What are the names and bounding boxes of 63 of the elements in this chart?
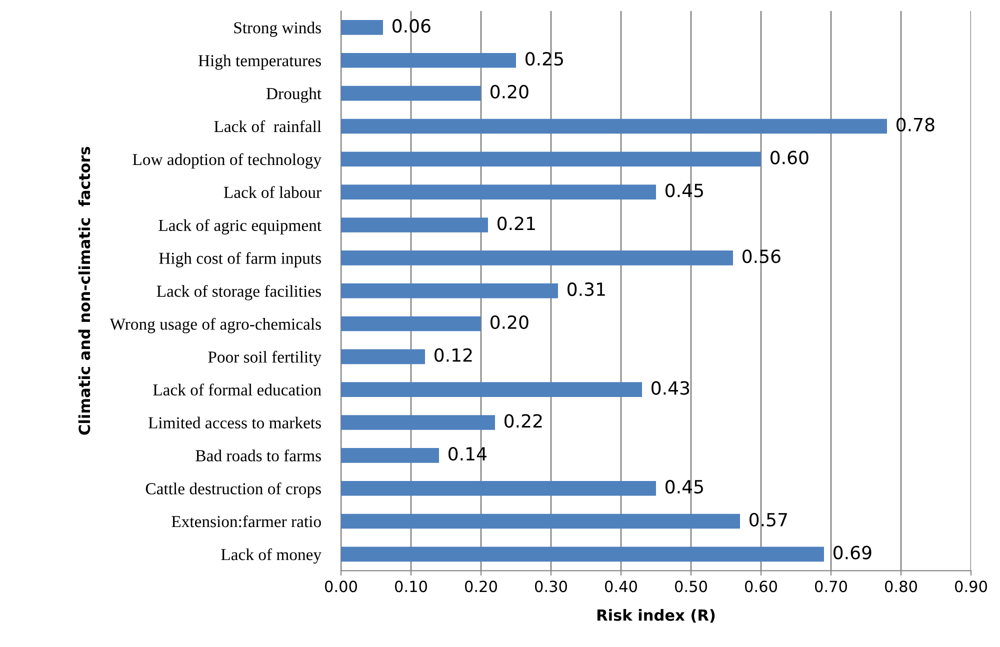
data-label: 0.25 — [526, 52, 563, 66]
y-tick-label: Bad roads to farms — [196, 449, 321, 462]
data-label: 0.57 — [750, 512, 787, 527]
y-tick-label: Extension:farmer ratio — [172, 515, 321, 528]
x-tick-label: 0.90 — [955, 580, 987, 592]
data-label: 0.43 — [652, 381, 690, 395]
data-label: 0.45 — [666, 480, 703, 494]
x-tick-label: 0.50 — [675, 580, 707, 592]
x-axis-title: Risk index (R) — [597, 609, 715, 623]
bar — [341, 448, 439, 463]
y-tick-label: Drought — [266, 88, 322, 103]
data-label: 0.22 — [504, 414, 542, 428]
bar — [341, 316, 481, 332]
x-tick-label: 0.40 — [605, 580, 637, 592]
y-tick-label: Lack of money — [221, 548, 322, 564]
data-label: 0.69 — [834, 546, 872, 560]
x-tick-label: 0.10 — [395, 580, 427, 592]
bar — [341, 250, 733, 266]
y-axis-title: Climatic and non-climatic factors — [78, 146, 90, 435]
bar — [341, 283, 558, 298]
y-tick-label: Lack of storage facilities — [156, 284, 321, 300]
data-label: 0.45 — [666, 184, 703, 198]
data-label: 0.06 — [392, 19, 430, 33]
y-tick-label: Cattle destruction of crops — [146, 482, 321, 498]
bar — [341, 480, 656, 496]
bar — [341, 514, 740, 529]
x-tick-label: 0.60 — [745, 580, 777, 592]
bar — [341, 349, 425, 364]
data-label: 0.56 — [742, 249, 780, 264]
y-tick-label: Low adoption of technology — [132, 153, 322, 169]
bar — [341, 546, 824, 562]
x-tick-label: 0.20 — [465, 580, 497, 592]
bar — [341, 184, 656, 200]
bar — [341, 52, 516, 68]
data-label: 0.78 — [896, 118, 934, 132]
data-label: 0.31 — [568, 282, 605, 296]
bar — [341, 382, 642, 397]
y-tick-label: High temperatures — [198, 54, 321, 70]
y-tick-label: Strong winds — [234, 22, 321, 37]
bar — [341, 152, 761, 167]
x-tick-label: 0.70 — [815, 580, 847, 592]
bar — [341, 118, 887, 134]
y-tick-label: Lack of formal education — [153, 384, 322, 396]
bar — [341, 218, 488, 232]
data-label: 0.14 — [448, 447, 487, 461]
bar — [341, 86, 481, 101]
x-tick-label: 0.30 — [535, 580, 567, 592]
data-label: 0.60 — [770, 150, 808, 164]
x-tick-label: 0.00 — [325, 580, 357, 592]
x-tick-label: 0.80 — [885, 580, 917, 592]
y-tick-label: Poor soil fertility — [208, 350, 322, 366]
data-label: 0.21 — [498, 216, 535, 230]
y-tick-label: Lack of agric equipment — [158, 219, 322, 234]
data-label: 0.20 — [490, 315, 528, 329]
data-label: 0.12 — [434, 348, 472, 362]
bar — [341, 415, 495, 430]
y-tick-label: Wrong usage of agro-chemicals — [110, 318, 321, 334]
bar — [341, 20, 383, 35]
y-tick-label: Limited access to markets — [148, 416, 321, 428]
y-tick-label: High cost of farm inputs — [159, 252, 321, 268]
data-label: 0.20 — [490, 84, 528, 99]
y-tick-label: Lack of labour — [224, 186, 322, 198]
y-tick-label: Lack of rainfall — [214, 120, 322, 132]
